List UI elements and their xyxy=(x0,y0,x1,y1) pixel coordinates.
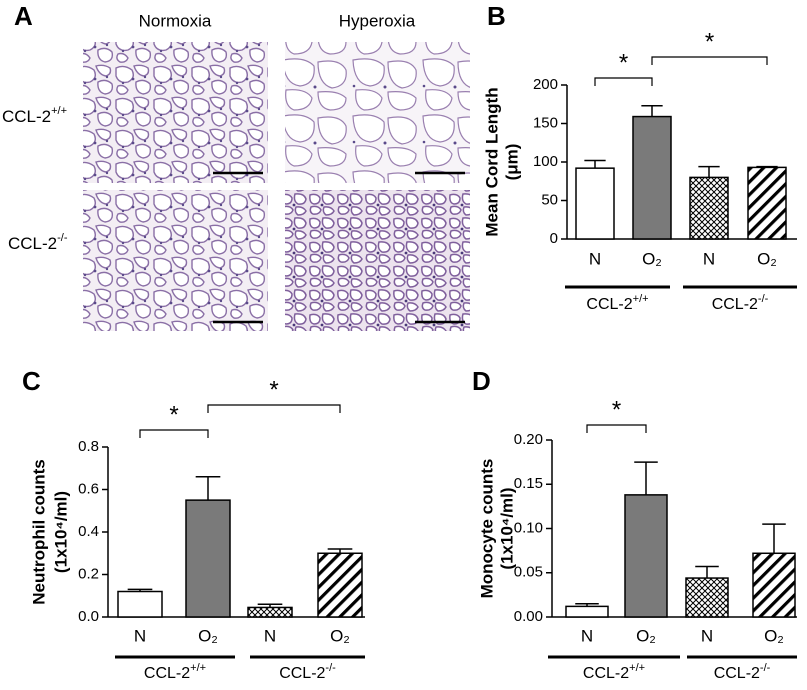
x-tick-label: O₂ xyxy=(642,249,662,268)
significance-bracket xyxy=(586,424,647,433)
significance-label: * xyxy=(619,49,628,76)
panel-letter: C xyxy=(22,366,41,396)
panel-letter: A xyxy=(14,1,33,31)
bar xyxy=(185,499,231,618)
panel-letter: B xyxy=(487,1,506,31)
significance-label: * xyxy=(705,28,714,55)
group-label-text: CCL-2 xyxy=(583,665,629,682)
group-label-text: CCL-2 xyxy=(144,665,190,682)
bar xyxy=(752,552,796,618)
y-axis-label: (μm) xyxy=(502,144,521,181)
x-tick-label: O₂ xyxy=(757,249,777,268)
group-label: CCL-2-/- xyxy=(712,293,769,313)
y-axis-label: Monocyte counts xyxy=(477,459,496,599)
x-tick-label: N xyxy=(589,249,601,268)
y-tick-label: 0.8 xyxy=(78,438,99,455)
bar xyxy=(747,166,787,240)
group-label-text: CCL-2 xyxy=(279,665,325,682)
row-label-text: CCL-2 xyxy=(2,107,51,126)
y-tick-label: 100 xyxy=(533,153,558,170)
significance-label: * xyxy=(269,376,278,403)
group-label-text: CCL-2 xyxy=(714,665,760,682)
x-tick-label: N xyxy=(134,626,146,645)
y-tick-label: 0 xyxy=(550,230,558,247)
row-label: CCL-2-/- xyxy=(8,232,68,254)
bar xyxy=(575,167,615,240)
group-label: CCL-2+/+ xyxy=(583,662,645,682)
row-label-sup: +/+ xyxy=(51,105,67,117)
group-label-text: CCL-2 xyxy=(586,296,632,313)
significance-label: * xyxy=(169,401,178,428)
group-label-sup: -/- xyxy=(325,662,336,674)
micrograph xyxy=(83,42,268,183)
row-label-sup: -/- xyxy=(57,232,68,244)
y-tick-label: 0.00 xyxy=(514,608,543,625)
y-tick-label: 0.20 xyxy=(514,431,543,448)
y-tick-label: 200 xyxy=(533,76,558,93)
group-label: CCL-2-/- xyxy=(279,662,336,682)
significance-label: * xyxy=(612,396,621,423)
y-tick-label: 0.15 xyxy=(514,475,543,492)
bar xyxy=(689,176,729,240)
significance-bracket xyxy=(594,77,653,86)
micrograph xyxy=(285,42,470,183)
row-label-text: CCL-2 xyxy=(8,234,57,253)
y-tick-label: 50 xyxy=(541,191,558,208)
y-tick-label: 0.0 xyxy=(78,608,99,625)
group-label: CCL-2-/- xyxy=(714,662,771,682)
bar xyxy=(317,552,363,618)
group-label: CCL-2+/+ xyxy=(586,293,648,313)
significance-bracket xyxy=(139,429,209,438)
y-axis-label: Neutrophil counts xyxy=(29,459,48,604)
bar xyxy=(247,606,293,618)
bar xyxy=(632,115,672,240)
group-label-sup: +/+ xyxy=(629,662,645,674)
micrographs xyxy=(83,42,470,331)
x-tick-label: O₂ xyxy=(764,626,784,645)
x-tick-label: N xyxy=(703,249,715,268)
y-tick-label: 0.4 xyxy=(78,523,99,540)
x-tick-label: N xyxy=(264,626,276,645)
y-tick-label: 150 xyxy=(533,114,558,131)
y-tick-label: 0.6 xyxy=(78,480,99,497)
micrograph xyxy=(285,190,470,331)
group-label-sup: -/- xyxy=(758,293,769,305)
bar xyxy=(565,605,609,618)
group-label: CCL-2+/+ xyxy=(144,662,206,682)
x-tick-label: O₂ xyxy=(636,626,656,645)
y-axis-label: (1x10⁴/ml) xyxy=(51,491,70,573)
bar xyxy=(117,590,163,618)
group-label-sup: +/+ xyxy=(633,293,649,305)
group-label-text: CCL-2 xyxy=(712,296,758,313)
x-tick-label: N xyxy=(701,626,713,645)
y-tick-label: 0.2 xyxy=(78,565,99,582)
y-tick-label: 0.05 xyxy=(514,564,543,581)
x-tick-label: O₂ xyxy=(198,626,218,645)
x-tick-label: O₂ xyxy=(330,626,350,645)
x-tick-label: N xyxy=(581,626,593,645)
row-label: CCL-2+/+ xyxy=(2,105,67,127)
y-axis-label: (1x10⁴/ml) xyxy=(497,487,516,569)
column-label: Normoxia xyxy=(139,11,212,30)
bar xyxy=(685,577,729,618)
bar xyxy=(624,494,668,618)
micrograph xyxy=(83,190,268,331)
y-axis-label: Mean Cord Length xyxy=(482,87,501,236)
group-label-sup: +/+ xyxy=(190,662,206,674)
y-tick-label: 0.10 xyxy=(514,519,543,536)
significance-bracket xyxy=(207,404,341,413)
group-label-sup: -/- xyxy=(760,662,771,674)
panel-letter: D xyxy=(472,366,491,396)
significance-bracket xyxy=(651,56,768,65)
column-label: Hyperoxia xyxy=(339,11,416,30)
